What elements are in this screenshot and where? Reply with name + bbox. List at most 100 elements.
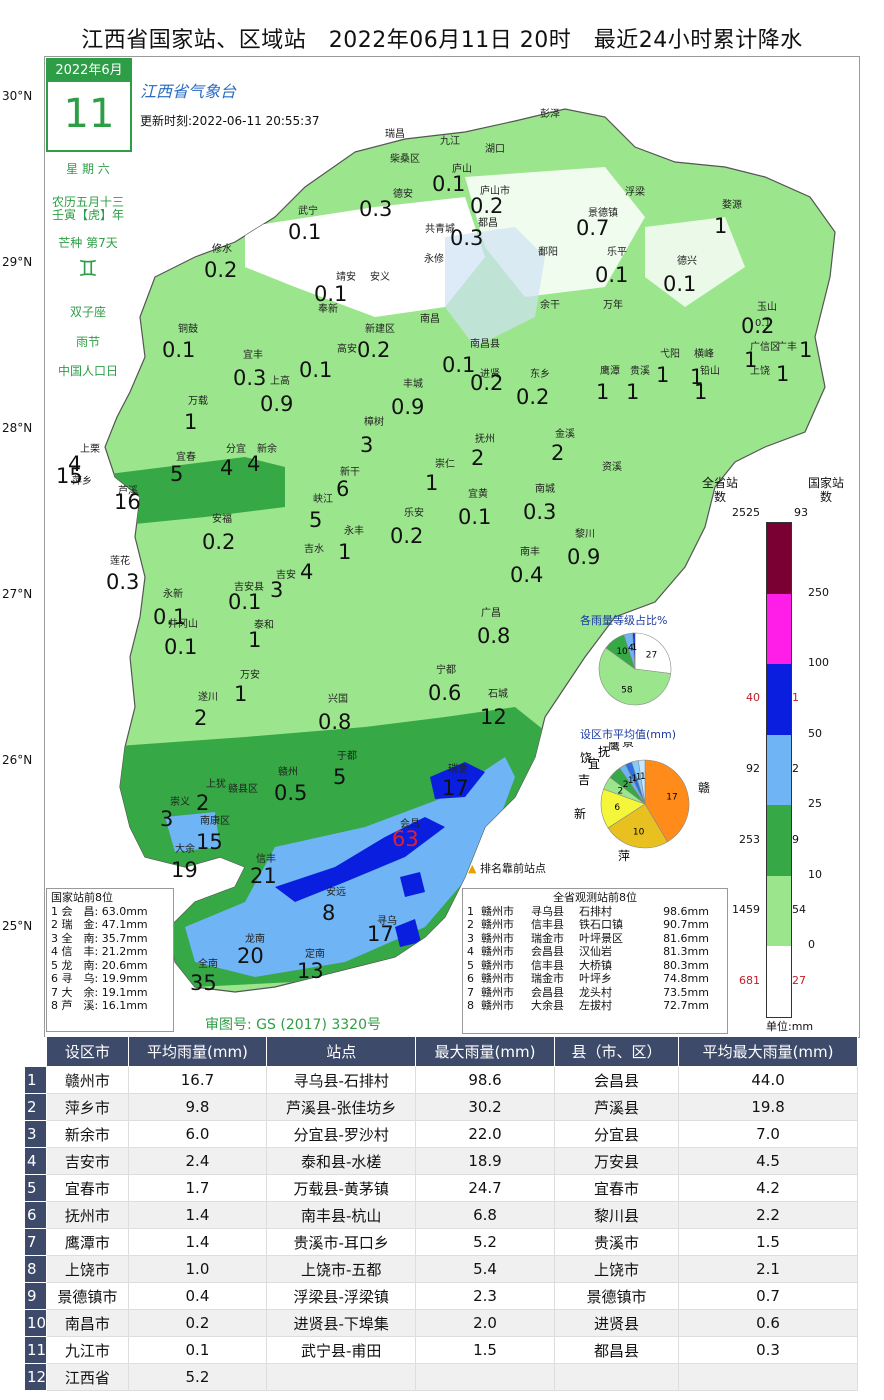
rank-cell: 赣州市 xyxy=(481,931,514,945)
place-name: 广昌 xyxy=(481,608,501,619)
table-row: 8 上饶市 1.0 上饶市-五都 5.4 上饶市 2.1 xyxy=(23,1255,858,1283)
table-cell: 1.4 xyxy=(127,1201,268,1229)
rainfall-value: 0.2 xyxy=(741,314,775,338)
place-name: 上犹 xyxy=(206,779,226,790)
rank-cell: 信丰县 xyxy=(531,958,564,972)
rank-cell: 5 xyxy=(467,958,474,972)
scale-tick: 0 xyxy=(808,938,815,952)
table-row: 6 抚州市 1.4 南丰县-杭山 6.8 黎川县 2.2 xyxy=(23,1201,858,1229)
rank-cell: 赣州市 xyxy=(481,972,514,985)
rainfall-value: 0.2 xyxy=(202,530,236,554)
rainfall-value: 0.2 xyxy=(516,385,550,409)
table-cell: 进贤县-下埠集 xyxy=(266,1309,417,1337)
table-cell: 30.2 xyxy=(415,1093,555,1121)
place-name: 九江 xyxy=(440,136,460,147)
rainfall-value: 1 xyxy=(425,471,439,495)
row-index: 3 xyxy=(23,1120,48,1148)
rainfall-value: 15 xyxy=(196,830,223,854)
table-cell: 抚州市 xyxy=(46,1201,129,1229)
table-cell: 5.2 xyxy=(415,1228,555,1256)
place-name: 高安 xyxy=(337,344,357,355)
place-name: 赣县区 xyxy=(228,784,258,795)
rainfall-value: 2 xyxy=(196,791,210,815)
place-name: 井冈山 xyxy=(168,619,198,630)
table-cell xyxy=(266,1363,417,1391)
rainfall-value: 0.1 xyxy=(442,353,476,377)
rank-row: 4 信 丰: 21.2mm xyxy=(51,945,148,958)
table-cell: 2.0 xyxy=(415,1309,555,1337)
table-row: 7 鹰潭市 1.4 贵溪市-耳口乡 5.2 贵溪市 1.5 xyxy=(23,1228,858,1256)
table-row: 10 南昌市 0.2 进贤县-下埠集 2.0 进贤县 0.6 xyxy=(23,1309,858,1337)
rainfall-value: 2 xyxy=(194,706,208,730)
rainfall-value: 0.1 xyxy=(595,263,629,287)
table-cell: 2.4 xyxy=(127,1147,268,1175)
place-name: 鹰潭 xyxy=(600,366,620,377)
rainfall-value: 3 xyxy=(360,433,374,457)
place-name: 德兴 xyxy=(677,256,697,267)
table-cell: 南丰县-杭山 xyxy=(266,1201,417,1229)
place-name: 莲花 xyxy=(110,556,130,567)
table-cell: 0.3 xyxy=(678,1336,858,1364)
rank-cell: 赣州市 xyxy=(481,945,514,958)
bin-count-all: 253 xyxy=(739,832,760,846)
scale-tick: 25 xyxy=(808,797,822,811)
pie-label: 4 xyxy=(628,643,634,653)
place-name: 定南 xyxy=(305,949,325,960)
map-title: 江西省国家站、区域站 2022年06月11日 20时 最近24小时累计降水 xyxy=(81,28,803,53)
place-name: 兴国 xyxy=(328,694,348,705)
place-name: 遂川 xyxy=(198,692,218,703)
place-name: 全南 xyxy=(198,959,218,970)
table-cell: 22.0 xyxy=(415,1120,555,1148)
place-name: 石城 xyxy=(488,689,508,700)
row-index: 2 xyxy=(23,1093,48,1121)
place-name: 泰和 xyxy=(254,620,274,631)
rank-cell: 6 xyxy=(467,972,474,985)
place-name: 玉山 xyxy=(757,302,777,313)
place-name: 萍乡 xyxy=(72,476,92,487)
pie-slice xyxy=(637,759,646,805)
place-name: 铅山 xyxy=(700,366,720,377)
table-cell: 0.4 xyxy=(127,1282,268,1310)
pie-label: 2 xyxy=(623,780,629,790)
rainfall-value: 0.2 xyxy=(470,194,504,218)
rainfall-value: 0.4 xyxy=(510,563,544,587)
place-name: 南康区 xyxy=(200,816,230,827)
table-cell: 0.7 xyxy=(678,1282,858,1310)
place-name: 南昌县 xyxy=(470,339,500,350)
rainfall-scale xyxy=(766,522,792,1018)
rainfall-value: 0.8 xyxy=(318,710,352,734)
pie-label: 1 xyxy=(632,774,638,784)
legend-unit: 单位:mm xyxy=(766,1020,814,1033)
rank-row: 6 赣州市 瑞金市 叶坪乡 74.8mm xyxy=(467,972,723,986)
lat-label: 26°N xyxy=(2,753,33,767)
rank-cell: 叶坪景区 xyxy=(579,931,623,945)
rainfall-value: 1 xyxy=(234,682,248,706)
rainfall-value: 1 xyxy=(596,380,610,404)
place-name: 信丰 xyxy=(256,854,276,865)
rank-row: 2 赣州市 信丰县 铁石口镇 90.7mm xyxy=(467,918,723,932)
rainfall-map xyxy=(44,56,860,1038)
pie-label: 2 xyxy=(618,787,624,797)
province-map-svg xyxy=(104,108,836,993)
rainfall-value: 1 xyxy=(184,410,198,434)
place-name: 湖口 xyxy=(485,144,505,155)
zodiac: 双子座 xyxy=(69,305,106,319)
rank-cell: 2 xyxy=(467,918,474,931)
lunar-date: 农历五月十三 xyxy=(51,195,124,209)
rainfall-value: 0.8 xyxy=(477,624,511,648)
pie-city-name: 吉 xyxy=(578,773,590,787)
place-name: 宜丰 xyxy=(243,350,263,361)
place-name: 庐山 xyxy=(452,164,472,175)
rank-row: 3 全 南: 35.7mm xyxy=(51,931,148,945)
bin-count-all: 92 xyxy=(746,762,760,775)
rank-cell: 大桥镇 xyxy=(579,958,612,972)
scale-tick: 100 xyxy=(808,656,829,670)
rank-cell: 8 xyxy=(467,999,474,1012)
place-name: 樟树 xyxy=(364,417,384,428)
rank-cell: 赣州市 xyxy=(481,918,514,931)
rank-row: 6 寻 乌: 19.9mm xyxy=(51,972,148,985)
place-name: 贵溪 xyxy=(630,366,650,377)
rainfall-value: 15 xyxy=(56,464,83,488)
rank-row: 4 赣州市 会昌县 汉仙岩 81.3mm xyxy=(467,945,723,959)
scale-segment xyxy=(767,523,791,594)
